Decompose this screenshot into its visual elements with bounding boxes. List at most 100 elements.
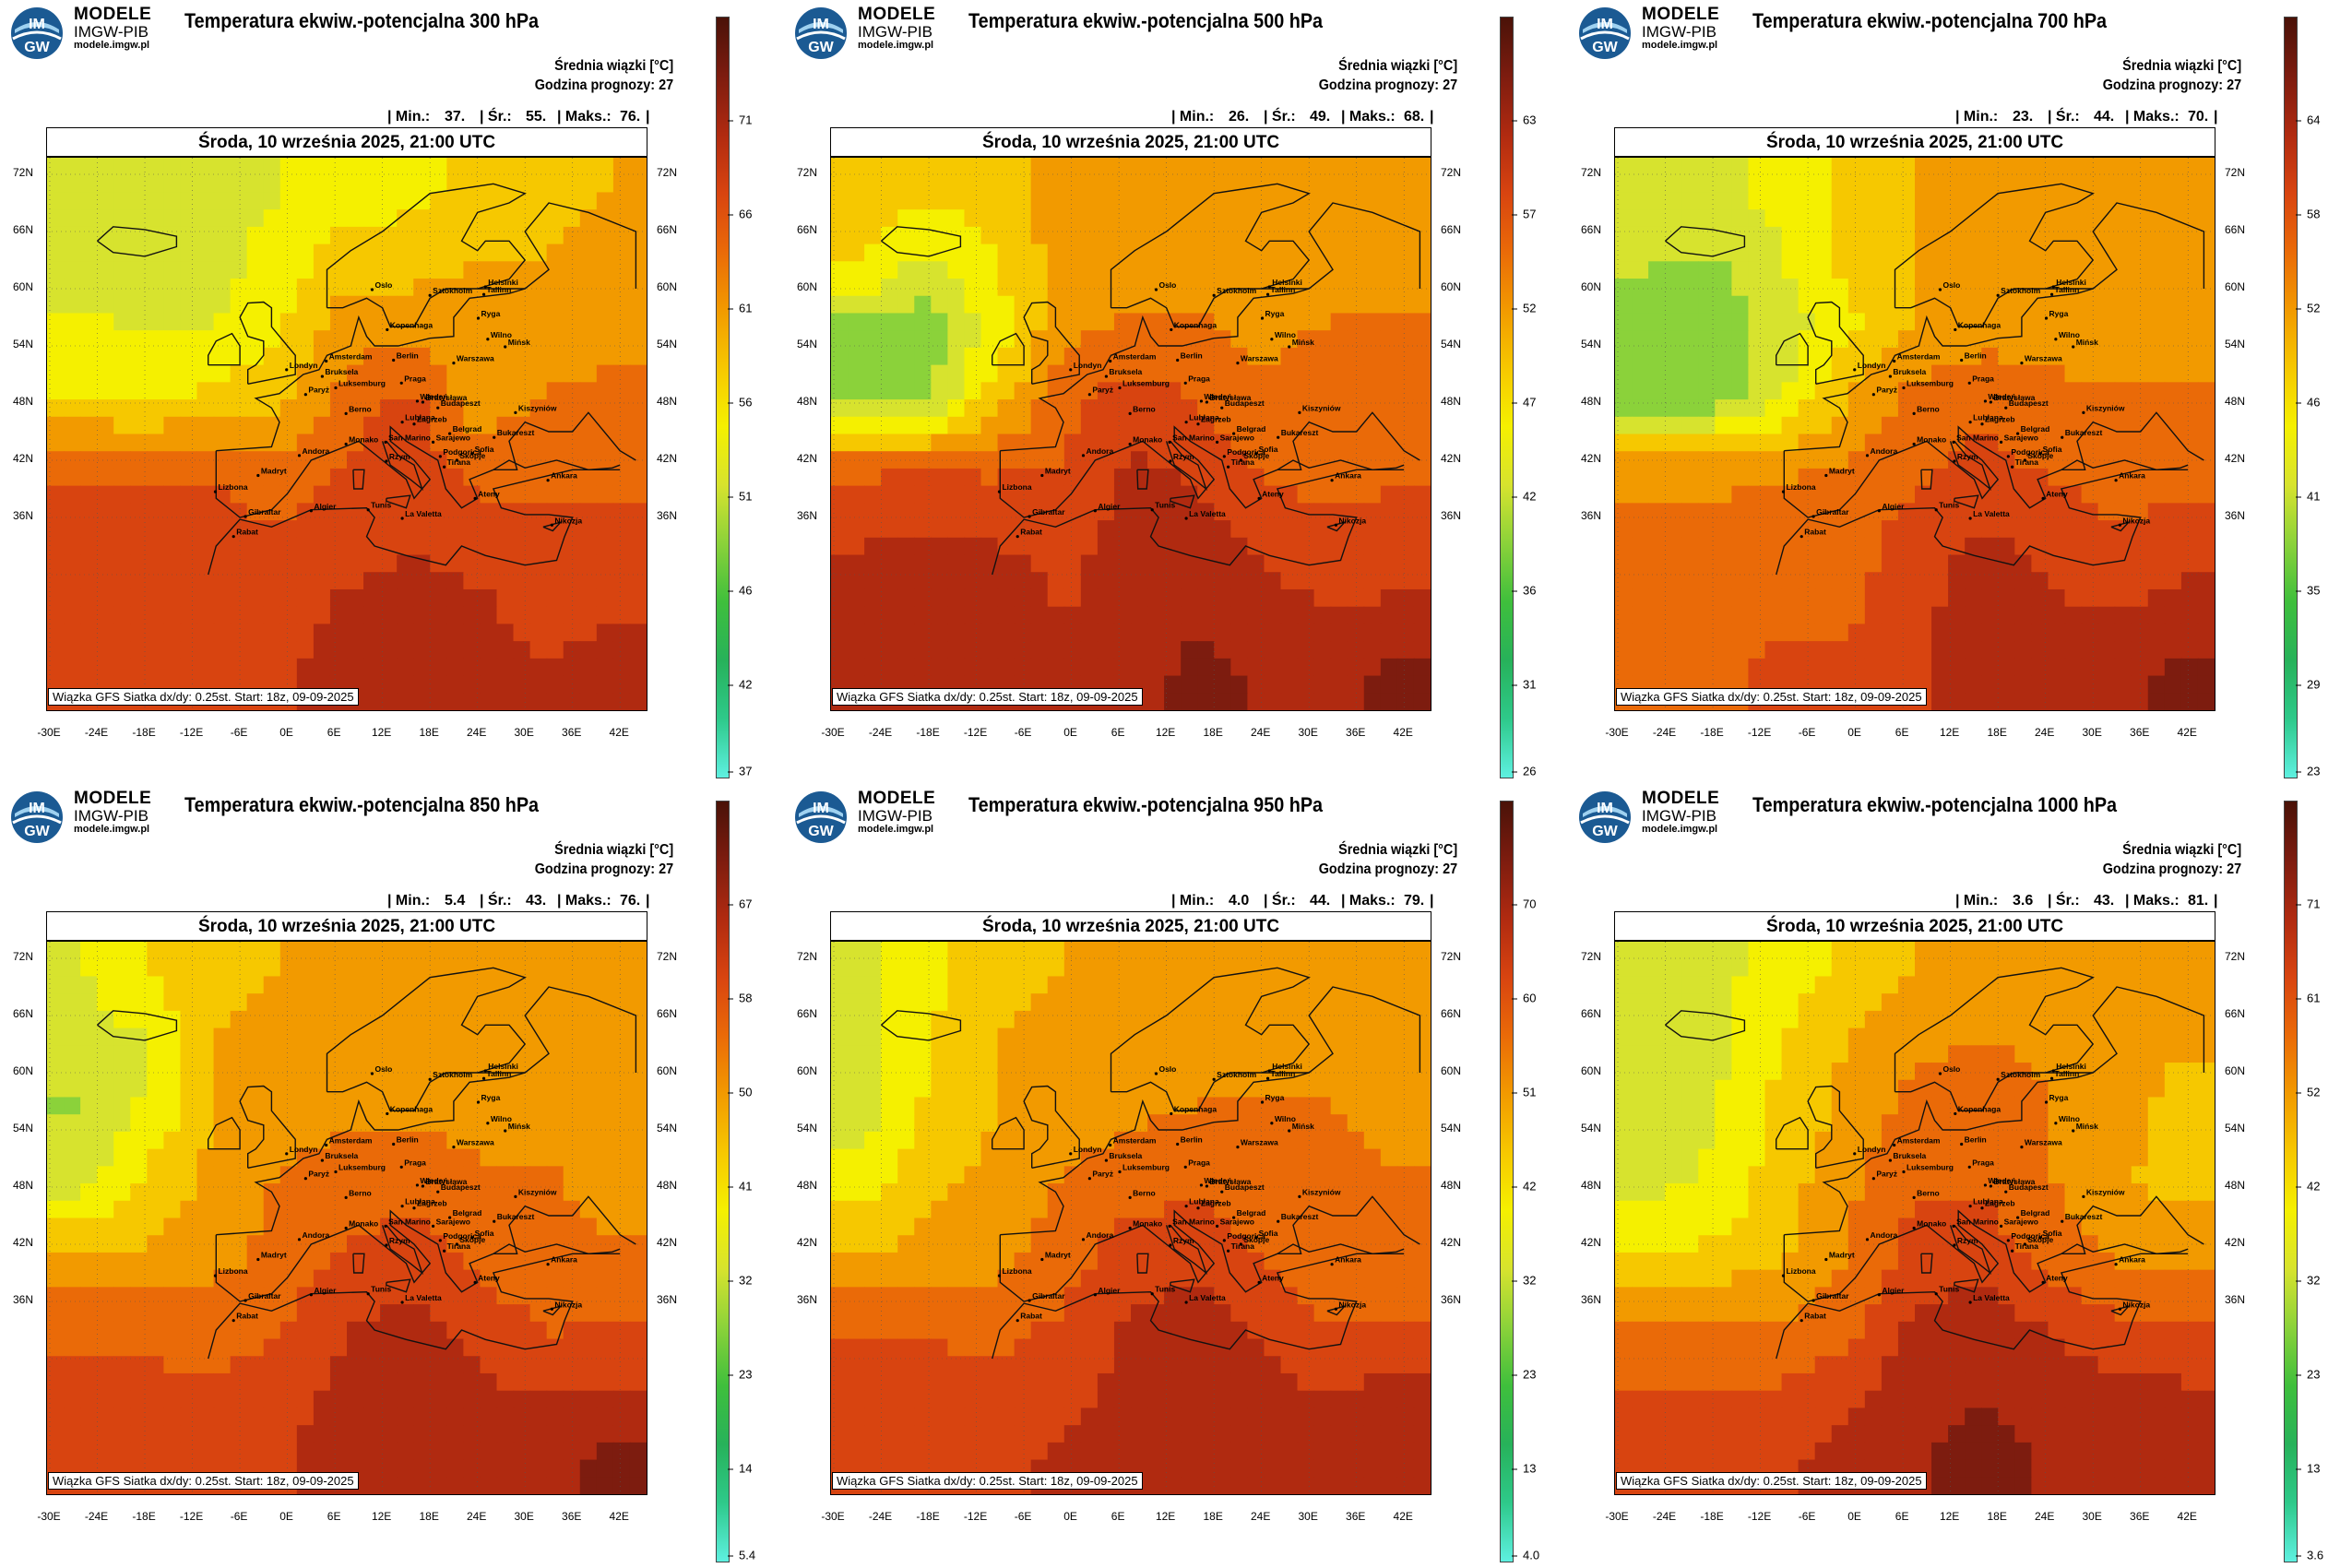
field-cell [130, 1252, 148, 1271]
field-cell [2048, 347, 2066, 366]
city-label: Gibraltar [1816, 507, 1849, 517]
field-cell [80, 1183, 98, 1202]
field-cell [130, 942, 148, 960]
field-cell [296, 572, 315, 590]
field-cell [1632, 485, 1649, 504]
field-cell [246, 658, 265, 677]
field-cell [1931, 174, 1949, 194]
lat-label-right: 48N [2225, 395, 2246, 408]
field-cell [2197, 693, 2215, 710]
field-cell [296, 1252, 315, 1271]
city-dot [1254, 452, 1258, 456]
field-cell [380, 641, 398, 659]
field-cell [2197, 520, 2215, 539]
field-cell [147, 468, 164, 487]
field-cell [2064, 261, 2083, 279]
field-cell [380, 468, 398, 487]
city-dot [436, 406, 440, 410]
city-dot [370, 288, 374, 291]
field-cell [848, 572, 865, 590]
field-cell [1280, 347, 1299, 366]
field-cell [897, 468, 915, 487]
field-cell [230, 588, 248, 608]
brand-name: MODELE [858, 5, 936, 24]
field-cell [2180, 313, 2199, 331]
field-cell [2048, 693, 2066, 710]
field-cell [430, 1010, 447, 1029]
field-cell [347, 1269, 364, 1288]
field-cell [363, 279, 381, 297]
field-cell [97, 1028, 114, 1046]
field-cell [1847, 451, 1866, 469]
stats-row: | Min.: 37. | Śr.: 55. | Maks.: 76. | [387, 109, 650, 127]
field-cell [563, 1252, 581, 1271]
field-cell [629, 693, 647, 710]
city-label: Podgorica [1227, 447, 1265, 457]
field-cell [97, 174, 114, 194]
field-cell [546, 1131, 564, 1150]
field-cell [947, 468, 966, 487]
field-cell [612, 485, 631, 504]
field-cell [2097, 347, 2116, 366]
field-cell [881, 641, 898, 659]
field-cell [163, 174, 182, 194]
field-cell [1998, 279, 2015, 297]
field-cell [329, 1372, 348, 1392]
field-cell [1748, 279, 1766, 297]
field-cell [47, 588, 65, 608]
field-cell [496, 347, 515, 366]
avg-label: | Śr.: [1264, 109, 1296, 125]
field-cell [329, 295, 348, 315]
field-cell [1981, 174, 1999, 194]
field-cell [1998, 675, 2015, 694]
field-cell [1948, 606, 1966, 625]
field-cell [579, 537, 598, 556]
city-label: Londyn [1858, 361, 1886, 370]
field-cell [496, 1356, 515, 1374]
field-cell [1814, 485, 1833, 504]
field-cell [2031, 503, 2049, 521]
field-cell [596, 1183, 614, 1202]
field-cell [1665, 537, 1682, 556]
field-cell [1715, 641, 1732, 659]
field-cell [1097, 295, 1115, 315]
city-dot [2041, 496, 2045, 500]
field-cell [296, 416, 315, 435]
field-cell [496, 382, 515, 400]
city-label: Tunis [1155, 501, 1175, 510]
field-cell [529, 1097, 548, 1115]
field-cell [97, 1097, 114, 1115]
field-cell [180, 520, 198, 539]
info-unit: Średnia wiązki [°C] [554, 58, 673, 74]
field-cell [513, 434, 531, 452]
field-cell [1313, 399, 1332, 418]
field-cell [496, 1010, 515, 1029]
field-cell [1731, 537, 1750, 556]
field-cell [513, 313, 531, 331]
field-cell [1847, 468, 1866, 487]
field-cell [279, 1338, 298, 1357]
field-cell [180, 192, 198, 210]
field-cell [1698, 382, 1716, 400]
field-cell [329, 572, 348, 590]
field-cell [64, 1148, 81, 1167]
field-cell [1047, 468, 1065, 487]
field-cell [97, 1131, 114, 1150]
field-cell [1113, 485, 1132, 504]
field-cell [1998, 451, 2015, 469]
field-cell [1380, 382, 1398, 400]
field-cell [196, 192, 215, 210]
field-cell [97, 520, 114, 539]
field-cell [1147, 537, 1165, 556]
field-cell [147, 1063, 164, 1081]
field-cell [397, 1166, 414, 1184]
field-cell [64, 313, 81, 331]
field-cell [2014, 503, 2032, 521]
field-cell [446, 279, 464, 297]
coastline [1261, 202, 1421, 290]
field-cell [329, 606, 348, 625]
field-cell [480, 1028, 498, 1046]
field-cell [1681, 485, 1699, 504]
field-cell [864, 261, 882, 279]
field-cell [2180, 693, 2199, 710]
